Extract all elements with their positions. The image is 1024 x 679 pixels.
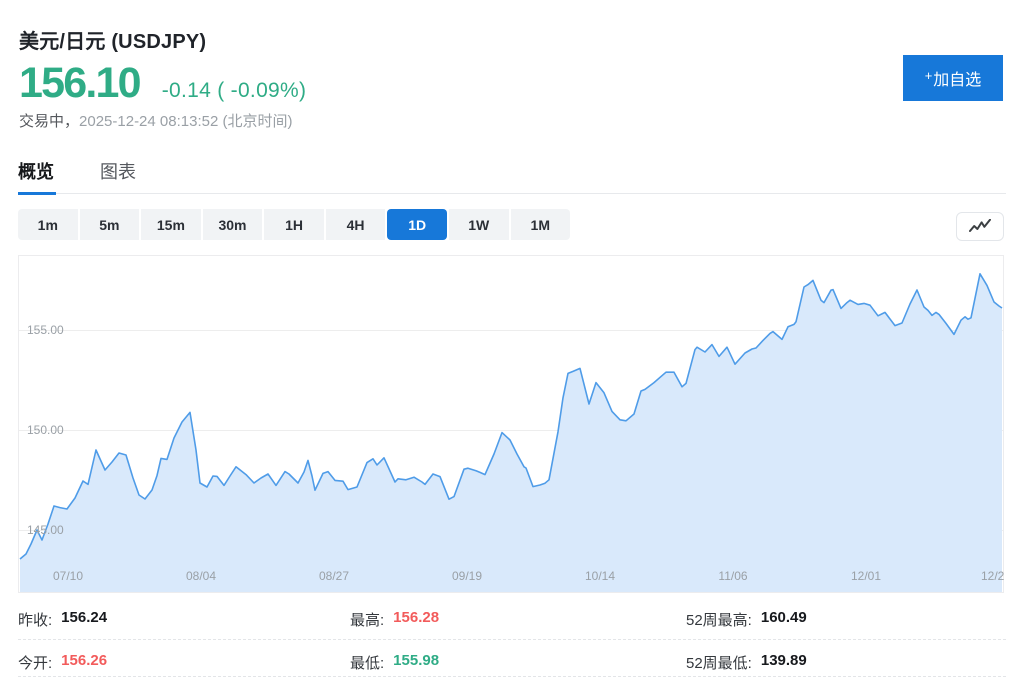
tab-bar: 概览 图表 (18, 162, 1006, 195)
price-change: -0.14 ( -0.09%) (161, 79, 307, 102)
chart-type-button[interactable] (956, 212, 1004, 241)
timeframe-toolbar: 1m 5m 15m 30m 1H 4H 1D 1W 1M (18, 209, 571, 240)
x-axis-label-08-27: 08/27 (318, 569, 350, 583)
timeframe-button-1W[interactable]: 1W (448, 209, 509, 240)
stat-52周最高: 52周最高: 160.49 (686, 609, 807, 630)
price-line (19, 272, 1003, 560)
stat-52周最低: 52周最低: 139.89 (686, 652, 807, 673)
y-axis-label-150.00: 150.00 (27, 423, 64, 437)
price-row: 156.10 -0.14 ( -0.09%) (19, 62, 306, 105)
add-to-watchlist-button[interactable]: + 加自选 (903, 55, 1003, 101)
stats-divider-2 (18, 676, 1006, 677)
x-axis-label-09-19: 09/19 (451, 569, 483, 583)
timeframe-button-4H[interactable]: 4H (325, 209, 386, 240)
stat-value: 156.26 (61, 652, 108, 669)
timeframe-button-15m[interactable]: 15m (141, 209, 201, 240)
instrument-title: 美元/日元 (USDJPY) (19, 31, 207, 53)
stat-value: 156.28 (393, 609, 440, 626)
timeframe-button-5m[interactable]: 5m (79, 209, 140, 240)
x-axis-label-10-14: 10/14 (584, 569, 616, 583)
tab-chart[interactable]: 图表 (100, 162, 136, 182)
trading-status: 交易中，2025-12-24 08:13:52 (北京时间) (19, 110, 292, 131)
timeframe-button-1M[interactable]: 1M (510, 209, 571, 240)
y-axis-label-155.00: 155.00 (27, 323, 64, 337)
stat-今开: 今开: 156.26 (18, 652, 107, 673)
x-axis-label-07-10: 07/10 (52, 569, 84, 583)
plus-icon: + (924, 67, 933, 83)
stat-label: 最高: (350, 612, 385, 629)
timeframe-button-30m[interactable]: 30m (202, 209, 263, 240)
stat-value: 139.89 (760, 652, 807, 669)
stat-label: 52周最低: (686, 655, 752, 672)
stat-label: 最低: (350, 655, 385, 672)
stats-row-2: 今开: 156.26 最低: 155.98 52周最低: 139.89 (18, 652, 1006, 672)
area-fill (20, 273, 1002, 592)
stat-value: 155.98 (393, 652, 440, 669)
stat-昨收: 昨收: 156.24 (18, 609, 107, 630)
stat-value: 156.24 (61, 609, 108, 626)
line-chart-icon (969, 219, 991, 232)
quote-stats: 昨收: 156.24 最高: 156.28 52周最高: 160.49 今开: 156.26 最… (18, 600, 1006, 679)
stat-最高: 最高: 156.28 (350, 609, 439, 630)
price-chart[interactable]: 155.00 150.00 145.00 07/10 08/04 08/27 09/19 10… (18, 255, 1004, 593)
stat-label: 今开: (18, 655, 53, 672)
add-to-watchlist-label: 加自选 (933, 72, 982, 89)
active-tab-underline (18, 192, 56, 195)
tab-bar-divider (18, 193, 1006, 194)
y-axis-label-145.00: 145.00 (27, 523, 64, 537)
last-price: 156.10 (19, 59, 142, 107)
tab-overview[interactable]: 概览 (18, 162, 54, 182)
x-axis-label-08-04: 08/04 (185, 569, 217, 583)
timeframe-button-1H[interactable]: 1H (264, 209, 324, 240)
stats-divider-1 (18, 639, 1006, 640)
stat-label: 52周最高: (686, 612, 752, 629)
x-axis-label-11-06: 11/06 (718, 569, 748, 583)
quote-timestamp: 2025-12-24 08:13:52 (北京时间) (79, 113, 293, 130)
stat-value: 160.49 (760, 609, 807, 626)
x-axis-label-12-2: 12/2 (981, 569, 1005, 583)
timeframe-button-1m[interactable]: 1m (18, 209, 78, 240)
timeframe-button-1D[interactable]: 1D (387, 209, 447, 240)
stat-最低: 最低: 155.98 (350, 652, 439, 673)
stat-label: 昨收: (18, 612, 53, 629)
trading-status-label: 交易中， (19, 113, 80, 130)
stats-row-1: 昨收: 156.24 最高: 156.28 52周最高: 160.49 (18, 609, 1006, 629)
x-axis-label-12-01: 12/01 (850, 569, 882, 583)
area-chart-canvas[interactable] (19, 256, 1003, 592)
